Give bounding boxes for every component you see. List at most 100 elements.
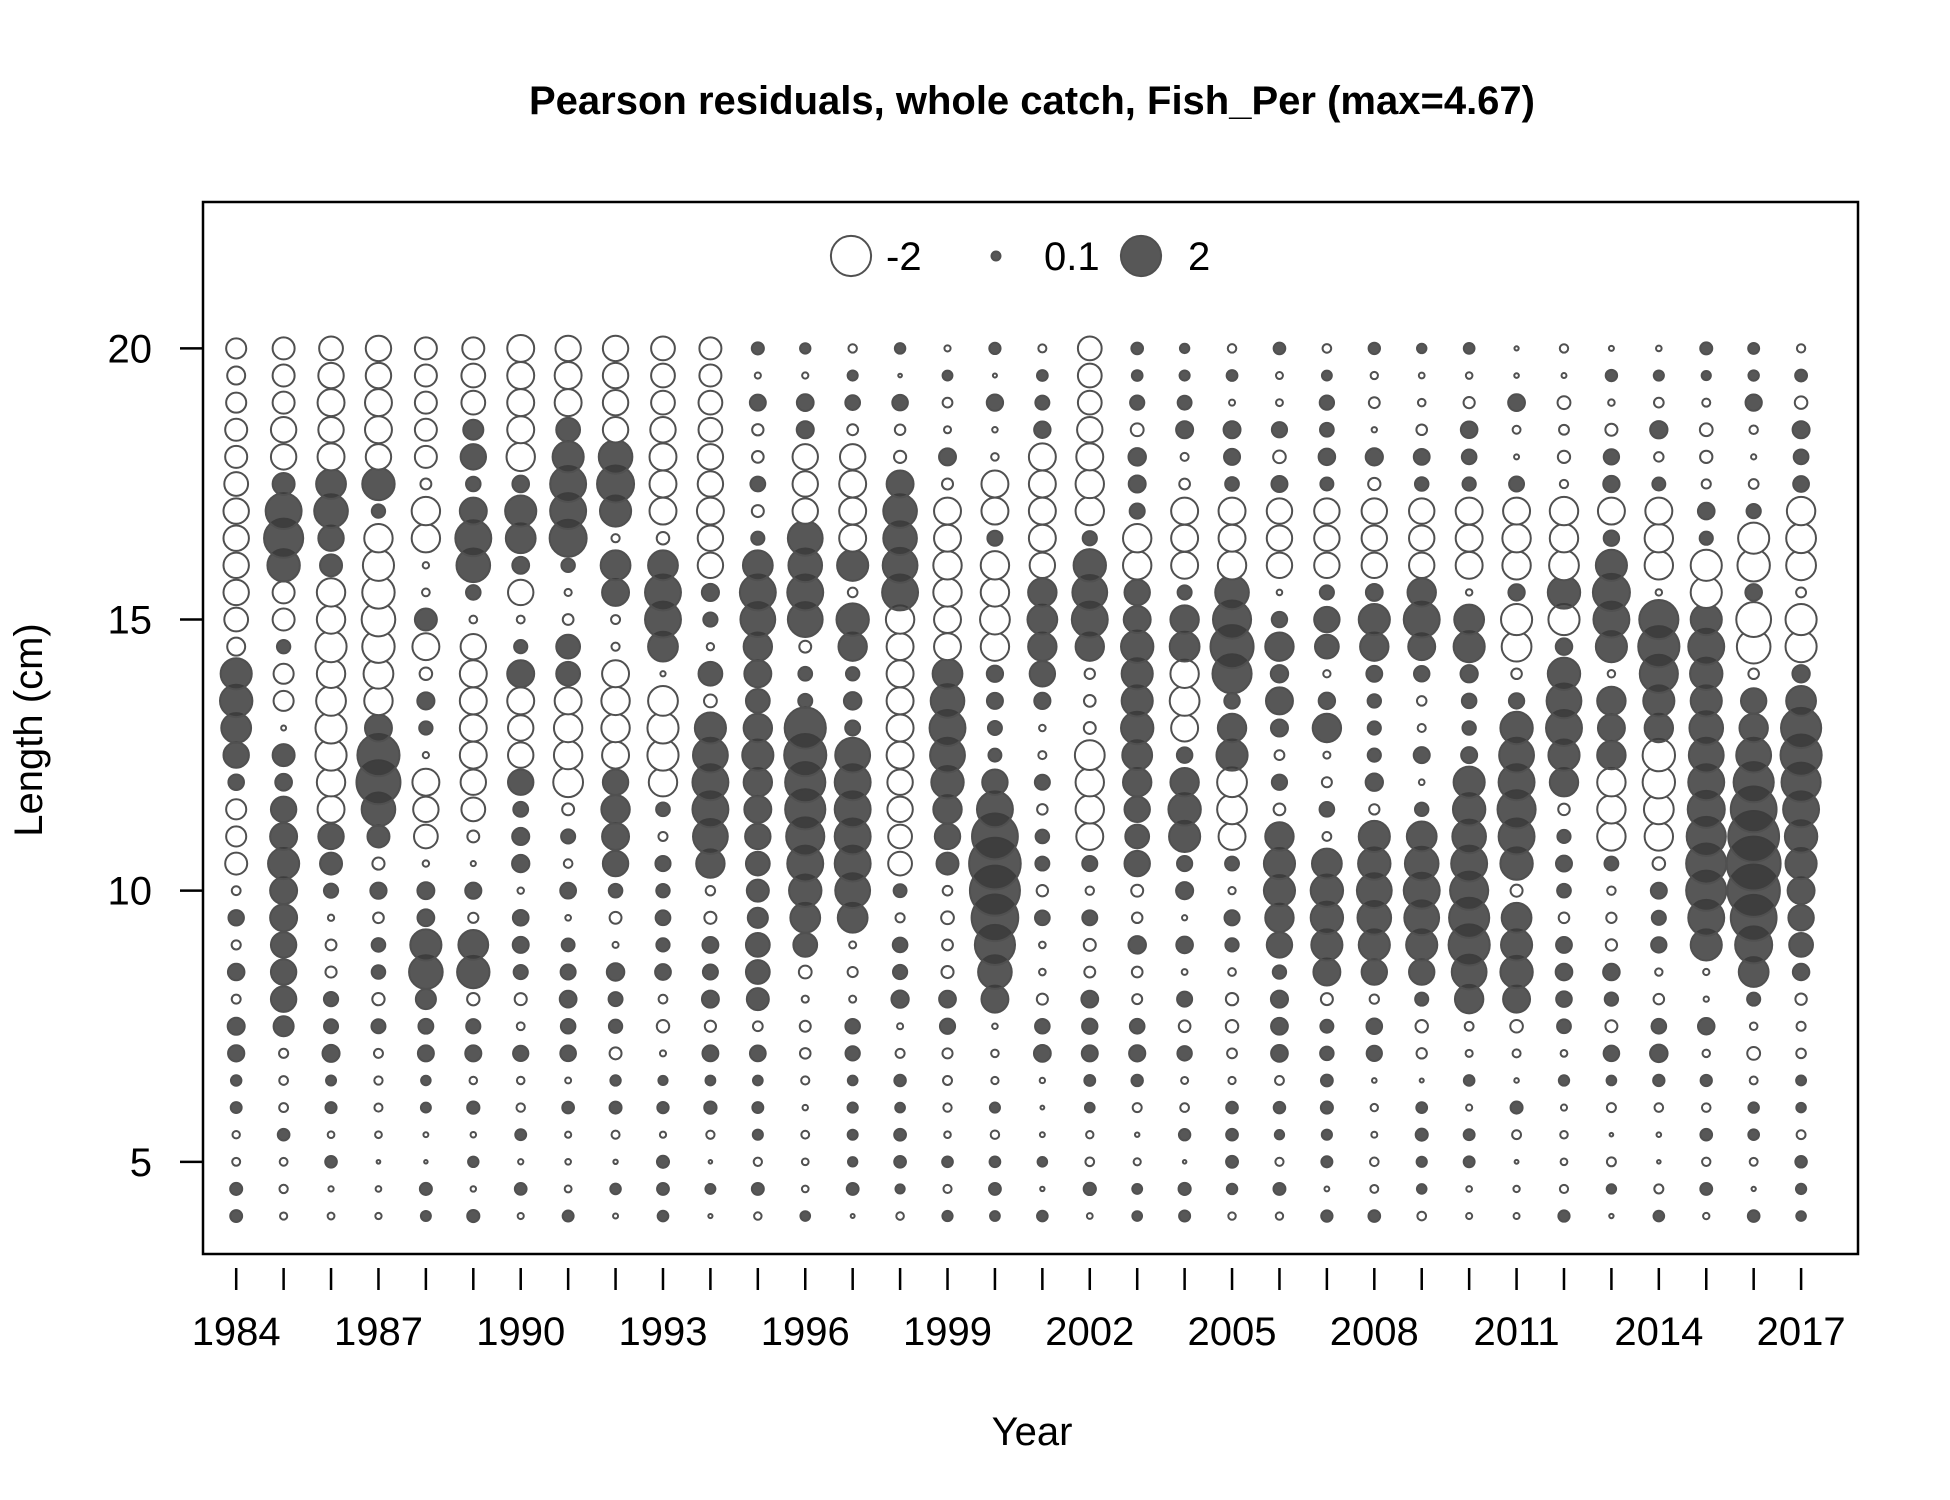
residual-bubble	[1747, 369, 1760, 382]
residual-bubble	[1795, 1020, 1807, 1032]
residual-bubble	[1085, 1212, 1094, 1220]
residual-bubble	[601, 388, 630, 417]
residual-bubble	[597, 439, 634, 475]
residual-bubble	[751, 1074, 764, 1087]
residual-bubble	[1507, 692, 1526, 710]
residual-bubble	[940, 477, 955, 491]
residual-bubble	[370, 503, 387, 519]
residual-bubble	[704, 1074, 717, 1087]
residual-bubble	[517, 1158, 525, 1166]
residual-bubble	[1412, 447, 1431, 466]
residual-bubble	[1176, 1045, 1193, 1062]
residual-bubble	[465, 475, 482, 493]
residual-bubble	[272, 662, 295, 685]
legend-label: 2	[1188, 235, 1210, 279]
residual-bubble	[1320, 1155, 1334, 1169]
residual-bubble	[1557, 911, 1571, 925]
residual-bubble	[1217, 523, 1247, 553]
residual-bubble	[752, 1156, 763, 1167]
residual-bubble	[1179, 1102, 1190, 1113]
residual-bubble	[1175, 881, 1195, 901]
residual-bubble	[849, 1213, 856, 1220]
residual-bubble	[1074, 767, 1105, 798]
residual-bubble	[979, 631, 1011, 662]
residual-bubble	[656, 1182, 670, 1196]
residual-bubble	[1272, 1100, 1287, 1115]
residual-bubble	[1602, 529, 1621, 547]
residual-bubble	[1747, 667, 1760, 681]
residual-bubble	[1169, 604, 1200, 635]
residual-bubble	[229, 1209, 244, 1224]
residual-bubble	[1075, 442, 1105, 472]
residual-bubble	[1459, 664, 1479, 684]
residual-bubble	[1546, 656, 1582, 691]
residual-bubble	[704, 1182, 717, 1195]
residual-bubble	[1500, 602, 1534, 637]
residual-bubble	[885, 713, 915, 743]
residual-bubble	[507, 714, 535, 742]
residual-bubble	[1701, 1048, 1711, 1059]
residual-bubble	[654, 855, 672, 873]
residual-bubble	[552, 712, 584, 744]
residual-bubble	[1359, 631, 1390, 662]
residual-bubble	[373, 1102, 384, 1113]
residual-bubble	[1318, 584, 1335, 601]
residual-bubble	[558, 989, 578, 1009]
residual-bubble	[1217, 821, 1247, 851]
residual-bubble	[1650, 1017, 1668, 1035]
residual-bubble	[375, 1158, 382, 1165]
residual-bubble	[1699, 1127, 1714, 1142]
residual-bubble	[655, 801, 671, 818]
residual-bubble	[941, 1155, 954, 1169]
residual-bubble	[1370, 1077, 1378, 1084]
residual-bubble	[1794, 1182, 1808, 1196]
residual-bubble	[1216, 550, 1248, 581]
bubble-layer	[219, 333, 1823, 1224]
residual-bubble	[1416, 397, 1427, 408]
residual-bubble	[975, 790, 1014, 829]
residual-bubble	[1076, 362, 1103, 389]
residual-bubble	[1130, 883, 1145, 898]
residual-bubble	[612, 1212, 620, 1220]
residual-bubble	[1604, 422, 1619, 437]
residual-bubble	[1641, 737, 1677, 773]
residual-bubble	[1322, 669, 1332, 679]
residual-bubble	[658, 1130, 668, 1139]
residual-bubble	[1747, 1128, 1761, 1142]
residual-bubble	[271, 607, 296, 632]
residual-bubble	[988, 341, 1002, 356]
residual-bubble	[1120, 629, 1155, 664]
residual-bubble	[1270, 421, 1289, 439]
residual-bubble	[609, 1182, 622, 1196]
residual-bubble	[554, 334, 582, 363]
residual-bubble	[1128, 1044, 1147, 1063]
residual-bubble	[1501, 550, 1532, 581]
residual-bubble	[506, 388, 536, 418]
residual-bubble	[467, 1155, 480, 1169]
residual-bubble	[468, 614, 479, 625]
residual-bubble	[1368, 993, 1380, 1005]
residual-bubble	[1548, 523, 1580, 554]
residual-bubble	[1321, 831, 1333, 842]
residual-bubble	[1738, 712, 1769, 744]
residual-bubble	[317, 822, 345, 851]
residual-bubble	[1513, 1077, 1520, 1084]
residual-bubble	[697, 389, 724, 416]
residual-bubble	[744, 822, 772, 851]
residual-bubble	[511, 474, 531, 494]
residual-bubble	[469, 1130, 478, 1139]
residual-bubble	[1323, 1185, 1331, 1193]
residual-bubble	[561, 613, 575, 626]
residual-bubble	[1357, 819, 1391, 854]
residual-bubble	[410, 523, 442, 554]
residual-bubble	[1367, 341, 1382, 356]
residual-bubble	[1130, 1073, 1144, 1088]
residual-bubble	[1656, 1159, 1662, 1165]
residual-bubble	[370, 937, 387, 953]
residual-bubble	[1033, 773, 1051, 791]
y-tick-label: 10	[108, 870, 153, 914]
residual-bubble	[1364, 583, 1384, 602]
residual-bubble	[1651, 476, 1667, 492]
residual-bubble	[1273, 1129, 1286, 1141]
residual-bubble	[1596, 821, 1627, 852]
